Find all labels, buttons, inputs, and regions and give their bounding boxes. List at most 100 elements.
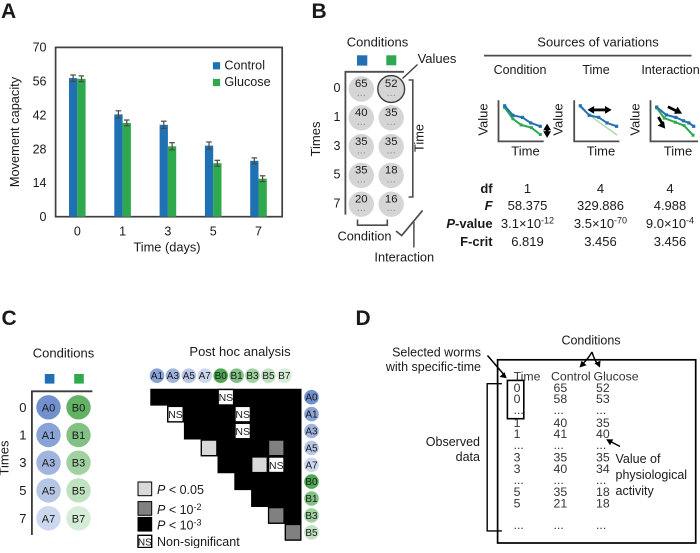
svg-text:NS: NS bbox=[269, 460, 284, 472]
svg-text:18: 18 bbox=[596, 497, 610, 511]
svg-text:21: 21 bbox=[554, 497, 568, 511]
svg-text:P < 10-2: P < 10-2 bbox=[157, 502, 202, 517]
svg-text:...: ... bbox=[596, 473, 606, 487]
svg-text:Time: Time bbox=[664, 143, 692, 158]
svg-text:...: ... bbox=[596, 518, 606, 532]
svg-text:3: 3 bbox=[514, 451, 521, 465]
svg-text:35: 35 bbox=[596, 451, 610, 465]
svg-text:B: B bbox=[312, 0, 327, 23]
svg-text:18: 18 bbox=[596, 485, 610, 499]
svg-text:A1: A1 bbox=[42, 430, 55, 442]
svg-text:NS: NS bbox=[235, 409, 250, 421]
svg-text:Conditions: Conditions bbox=[33, 346, 95, 361]
svg-text:P < 10-3: P < 10-3 bbox=[157, 518, 202, 533]
svg-text:3.5×10-70: 3.5×10-70 bbox=[574, 216, 627, 232]
svg-text:0: 0 bbox=[514, 392, 521, 406]
svg-text:42: 42 bbox=[33, 108, 47, 122]
svg-text:Time: Time bbox=[587, 143, 615, 158]
svg-text:with specific-time: with specific-time bbox=[385, 360, 481, 374]
svg-text:52: 52 bbox=[385, 78, 398, 90]
svg-text:Selected worms: Selected worms bbox=[392, 345, 481, 359]
svg-text:...: ... bbox=[596, 403, 606, 417]
svg-text:58.375: 58.375 bbox=[508, 198, 548, 213]
svg-text:A7: A7 bbox=[199, 371, 212, 382]
svg-text:5: 5 bbox=[210, 224, 217, 238]
svg-text:data: data bbox=[456, 450, 480, 464]
svg-text:53: 53 bbox=[596, 392, 610, 406]
svg-text:A5: A5 bbox=[42, 485, 55, 497]
svg-text:1: 1 bbox=[119, 224, 126, 238]
svg-text:A3: A3 bbox=[167, 371, 180, 382]
svg-text:F: F bbox=[485, 198, 494, 213]
svg-text:A3: A3 bbox=[42, 458, 55, 470]
svg-text:NS: NS bbox=[235, 426, 250, 438]
svg-text:A: A bbox=[1, 0, 16, 23]
svg-text:3: 3 bbox=[164, 224, 171, 238]
svg-text:Values: Values bbox=[418, 51, 457, 66]
svg-text:...: ... bbox=[387, 145, 396, 157]
svg-text:Interaction: Interaction bbox=[641, 63, 699, 77]
svg-text:9.0×10-4: 9.0×10-4 bbox=[646, 216, 694, 232]
svg-text:...: ... bbox=[514, 473, 524, 487]
svg-text:...: ... bbox=[514, 438, 524, 452]
svg-text:5: 5 bbox=[19, 483, 26, 498]
svg-text:A0: A0 bbox=[42, 402, 55, 414]
svg-text:Non-significant: Non-significant bbox=[157, 535, 240, 548]
svg-text:A5: A5 bbox=[183, 371, 196, 382]
svg-text:3.456: 3.456 bbox=[654, 234, 687, 249]
svg-text:1: 1 bbox=[19, 428, 26, 443]
svg-text:Movement capacity: Movement capacity bbox=[7, 76, 22, 187]
svg-text:7: 7 bbox=[19, 511, 26, 526]
svg-text:Times: Times bbox=[0, 440, 12, 475]
svg-text:B5: B5 bbox=[72, 485, 85, 497]
svg-text:41: 41 bbox=[554, 427, 568, 441]
svg-text:Control: Control bbox=[224, 58, 265, 72]
svg-text:3: 3 bbox=[334, 139, 341, 153]
svg-text:...: ... bbox=[514, 403, 524, 417]
svg-text:...: ... bbox=[554, 403, 564, 417]
svg-text:3.456: 3.456 bbox=[584, 234, 617, 249]
svg-text:...: ... bbox=[554, 473, 564, 487]
svg-text:52: 52 bbox=[596, 381, 610, 395]
svg-text:physiological: physiological bbox=[616, 468, 688, 482]
svg-text:Time (days): Time (days) bbox=[133, 240, 200, 255]
svg-text:56: 56 bbox=[33, 75, 47, 89]
svg-text:Times: Times bbox=[308, 121, 323, 156]
svg-text:6.819: 6.819 bbox=[511, 234, 544, 249]
svg-text:4.988: 4.988 bbox=[654, 198, 687, 213]
svg-text:P-value: P-value bbox=[446, 216, 492, 231]
svg-text:B3: B3 bbox=[246, 371, 259, 382]
svg-text:35: 35 bbox=[554, 485, 568, 499]
svg-text:D: D bbox=[356, 307, 371, 330]
svg-text:0: 0 bbox=[74, 224, 81, 238]
svg-text:Glucose: Glucose bbox=[594, 369, 639, 383]
svg-text:B7: B7 bbox=[278, 371, 291, 382]
svg-text:A1: A1 bbox=[151, 371, 164, 382]
svg-text:5: 5 bbox=[514, 485, 521, 499]
svg-text:Value: Value bbox=[551, 103, 566, 135]
svg-text:Sources of variations: Sources of variations bbox=[537, 35, 659, 50]
svg-text:activity: activity bbox=[616, 484, 655, 498]
svg-text:40: 40 bbox=[554, 416, 568, 430]
svg-text:...: ... bbox=[387, 202, 396, 214]
svg-text:Value of: Value of bbox=[616, 452, 661, 466]
svg-text:Time: Time bbox=[412, 124, 427, 152]
svg-text:7: 7 bbox=[255, 224, 262, 238]
svg-text:Value: Value bbox=[628, 103, 643, 135]
svg-text:A3: A3 bbox=[305, 427, 318, 438]
svg-text:5: 5 bbox=[514, 497, 521, 511]
svg-text:B0: B0 bbox=[215, 371, 228, 382]
svg-text:65: 65 bbox=[355, 78, 368, 90]
svg-text:NS: NS bbox=[219, 392, 234, 404]
svg-text:58: 58 bbox=[554, 392, 568, 406]
svg-text:5: 5 bbox=[334, 168, 341, 182]
svg-text:B3: B3 bbox=[305, 511, 318, 522]
svg-text:16: 16 bbox=[385, 193, 398, 205]
svg-text:70: 70 bbox=[33, 41, 47, 55]
svg-text:20: 20 bbox=[355, 193, 368, 205]
svg-text:...: ... bbox=[357, 116, 366, 128]
svg-text:Observed: Observed bbox=[426, 435, 480, 449]
svg-text:B1: B1 bbox=[72, 430, 85, 442]
svg-text:...: ... bbox=[387, 87, 396, 99]
svg-text:28: 28 bbox=[33, 142, 47, 156]
